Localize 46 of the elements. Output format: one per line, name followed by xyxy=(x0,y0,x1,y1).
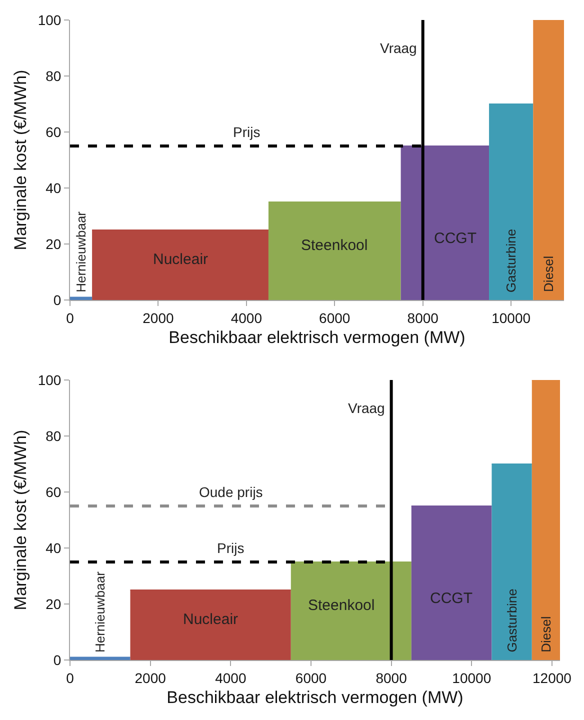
x-tick-label: 6000 xyxy=(319,310,350,326)
x-tick-label: 2000 xyxy=(134,670,166,686)
y-tick-label: 100 xyxy=(38,372,62,388)
ref-line-label: Vraag xyxy=(348,400,385,416)
y-tick-label: 60 xyxy=(46,124,62,140)
y-tick-label: 20 xyxy=(46,596,62,612)
series-label: Steenkool xyxy=(308,597,375,614)
y-tick-label: 100 xyxy=(38,12,62,28)
y-tick-label: 40 xyxy=(46,540,62,556)
y-tick-label: 80 xyxy=(46,68,62,84)
x-tick-label: 8000 xyxy=(376,670,408,686)
series-label: Gasturbine xyxy=(504,588,520,652)
x-tick-label: 10000 xyxy=(492,310,531,326)
series-label: CCGT xyxy=(434,230,476,247)
y-tick-label: 80 xyxy=(46,428,62,444)
y-tick-label: 0 xyxy=(53,292,62,308)
text: Hernieuwbaar xyxy=(74,210,89,292)
x-tick-label: 6000 xyxy=(295,670,327,686)
series-label: Nucleair xyxy=(153,251,208,268)
x-axis-title: Beschikbaar elektrisch vermogen (MW) xyxy=(166,688,464,708)
y-axis-title: Marginale kost (€/MWh) xyxy=(11,430,30,610)
y-axis-title: Marginale kost (€/MWh) xyxy=(11,70,30,250)
series-label: Diesel xyxy=(541,256,556,292)
text: Hernieuwbaar xyxy=(92,570,108,653)
series-label: Oude prijs xyxy=(199,484,263,500)
x-tick-label: 4000 xyxy=(230,310,262,326)
x-tick-label: 4000 xyxy=(215,670,246,686)
series-label: Prijs xyxy=(217,540,244,556)
series-label: Nucleair xyxy=(183,611,238,628)
series-label: Diesel xyxy=(538,616,554,652)
ref-line-label: Vraag xyxy=(380,40,417,56)
x-tick-label: 8000 xyxy=(407,310,439,326)
x-tick-label: 10000 xyxy=(452,670,492,686)
x-axis-title: Beschikbaar elektrisch vermogen (MW) xyxy=(168,328,466,348)
series-label: Prijs xyxy=(233,124,260,140)
x-tick-label: 0 xyxy=(66,310,74,326)
series-label: Gasturbine xyxy=(504,228,519,292)
y-tick-label: 60 xyxy=(46,484,62,500)
y-tick-label: 40 xyxy=(46,180,62,196)
y-tick-label: 0 xyxy=(53,652,62,668)
series-label: CCGT xyxy=(430,590,472,607)
y-tick-label: 20 xyxy=(46,236,62,252)
x-tick-label: 2000 xyxy=(142,310,174,326)
x-tick-label: 12000 xyxy=(532,670,572,686)
series-label: Steenkool xyxy=(301,237,368,254)
x-tick-label: 0 xyxy=(66,670,74,686)
